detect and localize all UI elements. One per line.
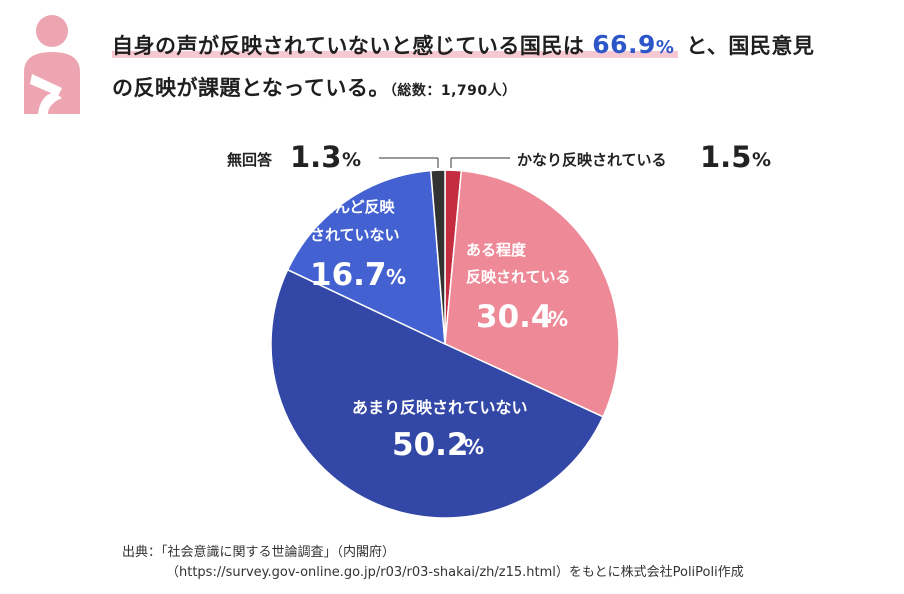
value-kanari: 1.5 [700,140,751,174]
unit-mukaitou: % [342,149,361,171]
unit-hotondo: % [386,265,406,289]
value-amari: 50.2 [392,427,469,463]
slice-mukaitou [430,169,446,345]
slice-amari [270,268,605,519]
unit-amari: % [464,435,484,459]
label-arutei-line1: ある程度 [466,241,527,259]
pie-slices [270,169,620,519]
source-line1: 出典：「社会意識に関する世論調査」（内閣府） [122,545,396,560]
value-hotondo: 16.7 [310,257,387,293]
unit-kanari: % [752,149,771,171]
unit-arutei: % [548,307,568,331]
headline-percentage-unit: % [655,37,675,58]
headline: 自身の声が反映されていないと感じている国民は 66.9% と、国民意見 の反映が… [112,25,892,111]
value-arutei: 30.4 [476,299,553,335]
label-mukaitou: 無回答 [227,151,273,169]
headline-part2: と、国民意見 [686,34,815,58]
label-hotondo-line1: ほとんど反映 [305,198,396,216]
value-mukaitou: 1.3 [290,140,341,174]
slice-hotondo [286,169,446,346]
headline-line2: の反映が課題となっている。 [112,76,390,100]
label-arutei-line2: 反映されている [466,268,571,286]
person-icon [24,15,80,114]
label-amari: あまり反映されていない [352,398,528,417]
headline-total: （総数：1,790人） [389,83,517,99]
headline-highlighted-line: 自身の声が反映されていないと感じている国民は 66.9% [112,30,679,59]
headline-part1: 自身の声が反映されていないと感じている国民は [112,34,585,58]
slice-arutei [444,169,620,418]
label-kanari: かなり反映されている [517,151,667,169]
source-footer: 出典：「社会意識に関する世論調査」（内閣府） （https://survey.g… [122,543,744,583]
source-line2: （https://survey.gov-online.go.jp/r03/r03… [166,565,744,580]
label-hotondo-line2: されていない [310,226,400,244]
headline-percentage: 66.9 [592,30,656,59]
